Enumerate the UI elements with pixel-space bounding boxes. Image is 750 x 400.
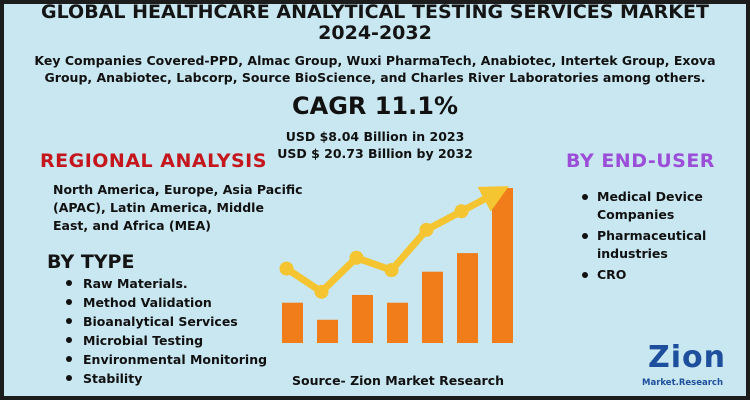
list-item-label: Bioanalytical Services bbox=[83, 314, 238, 329]
by-end-user-list: Medical Device Companies Pharmaceutical … bbox=[580, 188, 740, 287]
trend-point bbox=[279, 261, 294, 276]
regional-analysis-heading: REGIONAL ANALYSIS bbox=[40, 150, 267, 172]
list-item-label: Microbial Testing bbox=[83, 333, 204, 348]
bullet-icon bbox=[66, 375, 72, 381]
chart-bar bbox=[492, 188, 513, 343]
bullet-icon bbox=[66, 356, 72, 362]
chart-bar bbox=[422, 271, 443, 343]
list-item: Raw Materials. bbox=[64, 274, 304, 293]
market-size-block: USD $8.04 Billion in 2023 USD $ 20.73 Bi… bbox=[0, 128, 750, 162]
bullet-icon bbox=[66, 337, 72, 343]
growth-chart-icon bbox=[279, 186, 513, 343]
chart-bar bbox=[457, 253, 478, 343]
trend-point bbox=[419, 222, 434, 237]
logo-word: Zion bbox=[648, 340, 727, 375]
bullet-icon bbox=[582, 233, 588, 239]
list-item-label: Stability bbox=[83, 371, 143, 386]
list-item: Bioanalytical Services bbox=[64, 312, 304, 331]
list-item: Pharmaceutical industries bbox=[580, 227, 740, 263]
bullet-icon bbox=[66, 280, 72, 286]
list-item: Environmental Monitoring bbox=[64, 350, 304, 369]
trend-point bbox=[454, 204, 469, 219]
chart-bar bbox=[352, 294, 373, 343]
key-companies-text: Key Companies Covered-PPD, Almac Group, … bbox=[34, 53, 716, 85]
market-size-2023: USD $8.04 Billion in 2023 bbox=[285, 129, 465, 144]
market-size-2032: USD $ 20.73 Billion by 2032 bbox=[277, 146, 473, 161]
list-item-label: Pharmaceutical industries bbox=[597, 228, 707, 261]
trend-point bbox=[384, 263, 399, 278]
list-item: Medical Device Companies bbox=[580, 188, 740, 224]
page-title: GLOBAL HEALTHCARE ANALYTICAL TESTING SER… bbox=[0, 2, 750, 44]
bullet-icon bbox=[66, 299, 72, 305]
cagr-value: CAGR 11.1% bbox=[292, 92, 458, 120]
by-type-list: Raw Materials. Method Validation Bioanal… bbox=[64, 274, 304, 388]
list-item: CRO bbox=[580, 266, 740, 284]
chart-bar bbox=[387, 302, 408, 343]
list-item: Stability bbox=[64, 369, 304, 388]
list-item-label: Method Validation bbox=[83, 295, 212, 310]
list-item-label: CRO bbox=[597, 267, 627, 282]
trend-point bbox=[349, 250, 364, 265]
logo-tagline: Market.Research bbox=[642, 378, 724, 388]
list-item-label: Environmental Monitoring bbox=[83, 352, 268, 367]
by-type-heading: BY TYPE bbox=[47, 251, 135, 273]
trend-point bbox=[314, 284, 329, 299]
list-item-label: Medical Device Companies bbox=[597, 189, 703, 222]
title-line-2: 2024-2032 bbox=[318, 22, 432, 44]
zion-logo-icon: Zion Market.Research bbox=[640, 340, 744, 398]
list-item-label: Raw Materials. bbox=[83, 276, 188, 291]
bullet-icon bbox=[582, 194, 588, 200]
chart-bar bbox=[282, 302, 303, 343]
list-item: Microbial Testing bbox=[64, 331, 304, 350]
title-line-1: GLOBAL HEALTHCARE ANALYTICAL TESTING SER… bbox=[41, 1, 709, 23]
source-text: Source- Zion Market Research bbox=[292, 373, 505, 388]
regional-analysis-text: North America, Europe, Asia Pacific (APA… bbox=[53, 182, 303, 233]
by-end-user-heading: BY END-USER bbox=[566, 150, 715, 172]
list-item: Method Validation bbox=[64, 293, 304, 312]
bullet-icon bbox=[582, 272, 588, 278]
bullet-icon bbox=[66, 318, 72, 324]
chart-bar bbox=[317, 319, 338, 343]
